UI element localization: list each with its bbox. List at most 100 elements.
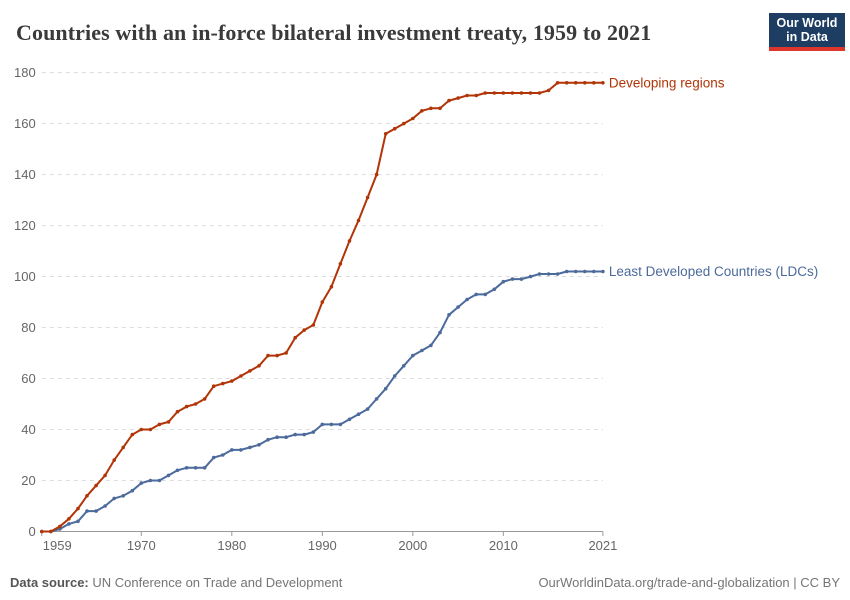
series-label-least-developed-countries-ldcs[interactable]: Least Developed Countries (LDCs) [609, 264, 818, 279]
data-point [166, 420, 171, 424]
data-point [257, 443, 261, 447]
data-point [510, 277, 515, 281]
chart-footer: Data source: UN Conference on Trade and … [10, 575, 840, 590]
series-label-developing-regions[interactable]: Developing regions [609, 75, 725, 90]
data-point [583, 269, 587, 274]
data-point [49, 529, 53, 534]
data-source-label: Data source: [10, 575, 89, 590]
data-point [248, 445, 252, 450]
series-line-least-developed-countries-ldcs [40, 270, 604, 533]
x-tick-label-1970: 1970 [127, 538, 156, 553]
series-developing-regions[interactable]: Developing regions [40, 75, 725, 534]
data-point [356, 218, 361, 223]
data-point [157, 422, 162, 427]
data-point [528, 91, 533, 95]
data-point [148, 478, 153, 483]
owid-logo[interactable]: Our World in Data [769, 13, 845, 51]
data-point [564, 81, 569, 85]
data-point [447, 313, 451, 317]
data-point [266, 437, 270, 442]
data-point [374, 172, 379, 177]
y-tick-label-120: 120 [14, 218, 36, 233]
data-point [329, 285, 334, 289]
data-point [365, 407, 370, 411]
data-point [284, 435, 288, 440]
data-point [329, 422, 334, 427]
data-point [519, 277, 524, 281]
data-point [302, 432, 307, 437]
data-point [94, 509, 98, 513]
data-point [402, 121, 406, 126]
data-point [411, 116, 415, 121]
series-line-developing-regions [40, 81, 604, 533]
data-point [374, 397, 379, 401]
x-tick-label-2000: 2000 [398, 538, 427, 553]
y-tick-label-140: 140 [14, 167, 36, 182]
data-point [483, 91, 488, 95]
data-point [465, 297, 469, 302]
data-point [347, 239, 352, 243]
data-point [139, 427, 144, 432]
data-point [67, 517, 71, 521]
data-point [555, 81, 560, 85]
data-point [193, 466, 198, 470]
data-point [338, 262, 343, 266]
data-point [546, 88, 551, 93]
x-tick-label-1990: 1990 [308, 538, 337, 553]
data-source-text: UN Conference on Trade and Development [88, 575, 343, 590]
owid-citation-link[interactable]: OurWorldinData.org/trade-and-globalizati… [538, 575, 840, 590]
page-title: Countries with an in-force bilateral inv… [16, 20, 652, 45]
data-point [429, 343, 433, 348]
data-point [347, 417, 352, 422]
data-point [592, 81, 596, 85]
data-point [112, 458, 116, 462]
data-point [429, 106, 433, 111]
data-point [420, 348, 424, 353]
owid-logo-line1: Our World [776, 16, 838, 30]
data-point [284, 351, 288, 355]
data-point [148, 427, 153, 432]
data-point [157, 478, 162, 483]
data-point [58, 527, 62, 531]
data-point [58, 524, 62, 529]
y-tick-label-40: 40 [21, 422, 35, 437]
data-point [257, 364, 261, 368]
data-point [121, 494, 125, 498]
x-tick-label-2021: 2021 [588, 538, 617, 553]
data-point [211, 384, 216, 389]
data-point [501, 91, 506, 95]
data-point [338, 422, 343, 427]
data-point [474, 93, 479, 98]
y-tick-label-0: 0 [29, 524, 36, 539]
y-tick-label-60: 60 [21, 371, 35, 386]
data-point [121, 445, 125, 450]
data-point [356, 412, 361, 417]
data-point [392, 126, 397, 131]
data-point [528, 274, 533, 279]
data-point [420, 109, 424, 113]
data-point [573, 81, 578, 85]
data-point [202, 397, 207, 401]
y-tick-label-100: 100 [14, 269, 36, 284]
data-point [438, 106, 442, 111]
data-point [103, 504, 107, 508]
data-point [311, 323, 316, 327]
data-point [40, 529, 44, 534]
chart-header: Countries with an in-force bilateral inv… [16, 10, 760, 46]
data-point [103, 473, 107, 478]
data-point [365, 195, 370, 200]
data-point [483, 292, 488, 297]
data-point [175, 468, 180, 473]
series-least-developed-countries-ldcs[interactable]: Least Developed Countries (LDCs) [40, 264, 818, 534]
data-point [411, 353, 415, 358]
data-point [465, 93, 469, 98]
data-point [392, 374, 397, 378]
data-point [184, 466, 189, 470]
data-point [85, 509, 89, 513]
x-tick-label-1959: 1959 [43, 538, 72, 553]
data-point [519, 91, 524, 95]
data-point [184, 404, 189, 409]
data-point [311, 430, 316, 434]
data-point [139, 481, 144, 485]
